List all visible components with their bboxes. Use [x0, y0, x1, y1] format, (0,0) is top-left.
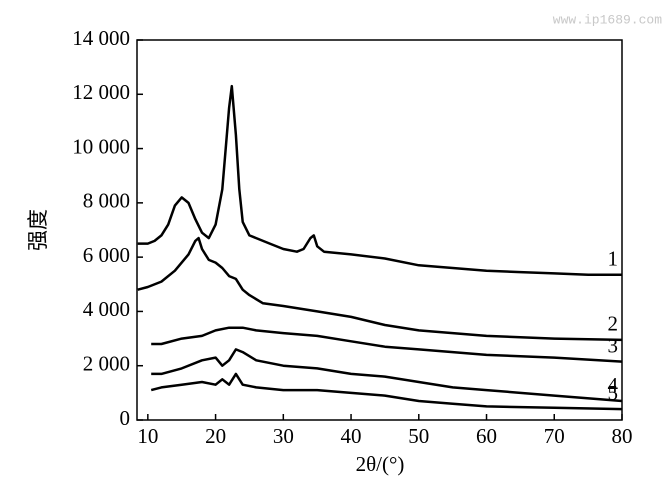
x-tick-label: 10	[137, 424, 158, 448]
watermark: www.ip1689.com	[553, 12, 662, 27]
series-label: 4	[608, 373, 619, 397]
x-tick-label: 40	[341, 424, 362, 448]
x-tick-label: 80	[612, 424, 633, 448]
y-tick-label: 8 000	[83, 189, 130, 213]
x-axis-label: 2θ/(°)	[356, 452, 405, 476]
series-label: 5	[608, 381, 619, 405]
y-tick-label: 0	[120, 406, 131, 430]
x-tick-label: 70	[544, 424, 565, 448]
series-label: 1	[608, 247, 619, 271]
y-axis-label: 强度	[26, 209, 50, 251]
x-tick-label: 60	[476, 424, 497, 448]
y-tick-label: 10 000	[72, 134, 130, 158]
series-line	[151, 348, 623, 403]
x-tick-label: 50	[408, 424, 429, 448]
series-line	[150, 372, 623, 411]
series-line	[137, 84, 622, 277]
plot-frame	[136, 39, 623, 421]
y-tick-label: 4 000	[83, 297, 130, 321]
y-tick-label: 12 000	[72, 80, 130, 104]
series-label: 2	[608, 312, 619, 336]
series-line	[137, 236, 623, 342]
x-tick-label: 30	[273, 424, 294, 448]
x-tick-label: 20	[205, 424, 226, 448]
y-tick-label: 6 000	[83, 243, 130, 267]
series-label: 3	[608, 333, 619, 357]
series-line	[151, 326, 623, 363]
y-tick-label: 2 000	[83, 352, 130, 376]
y-tick-label: 14 000	[72, 26, 130, 50]
